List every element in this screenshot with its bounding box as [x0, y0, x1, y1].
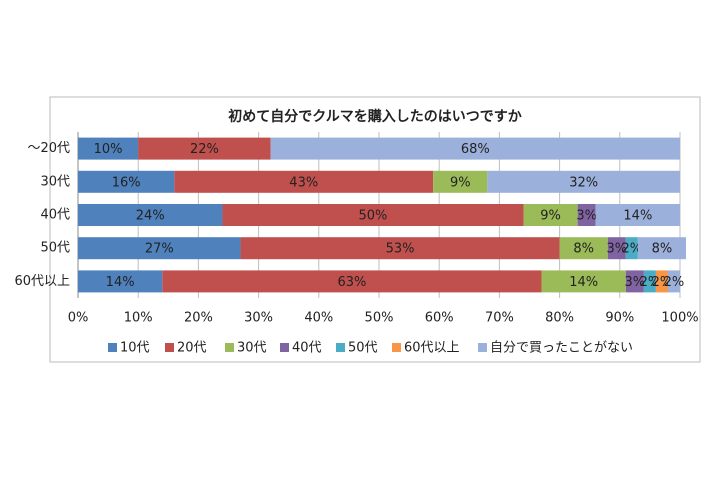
bar-segment	[595, 204, 680, 226]
bar-segment	[240, 237, 560, 260]
data-label: 3%	[606, 242, 627, 257]
x-tick-label: 90%	[605, 311, 634, 326]
data-label: 16%	[112, 175, 141, 190]
y-tick-label: 60代以上	[14, 274, 70, 289]
x-tick-label: 20%	[184, 311, 213, 326]
legend-swatch	[392, 343, 401, 352]
data-label: 63%	[337, 275, 366, 290]
data-label: 3%	[576, 209, 597, 224]
y-tick-label: 50代	[40, 241, 70, 256]
data-label: 22%	[190, 142, 219, 157]
data-label: 32%	[569, 175, 598, 190]
data-label: 24%	[136, 209, 165, 224]
bar-segment	[637, 237, 687, 260]
bar-segment	[655, 270, 668, 293]
bar-segment	[78, 137, 139, 160]
bar-segment	[643, 270, 656, 293]
bar-segment	[625, 270, 644, 293]
legend-label: 10代	[120, 341, 150, 356]
bar-segment	[487, 170, 680, 193]
legend-label: 40代	[292, 341, 322, 356]
data-label: 8%	[652, 242, 673, 257]
chart-title: 初めて自分でクルマを購入したのはいつですか	[228, 108, 522, 125]
x-tick-label: 70%	[485, 311, 514, 326]
legend-swatch	[165, 343, 174, 352]
x-tick-label: 40%	[304, 311, 333, 326]
data-label: 53%	[386, 242, 415, 257]
data-label: 9%	[540, 209, 561, 224]
data-label: 68%	[461, 142, 490, 157]
legend-label: 自分で買ったことがない	[490, 341, 633, 356]
bar-segment	[523, 204, 578, 226]
data-label: 50%	[359, 209, 388, 224]
data-label: 2%	[622, 242, 643, 257]
bar-segment	[222, 204, 524, 226]
legend-label: 60代以上	[404, 341, 460, 356]
x-tick-label: 50%	[365, 311, 394, 326]
x-tick-label: 60%	[425, 311, 454, 326]
legend-label: 50代	[348, 341, 378, 356]
bar-segment	[78, 237, 241, 260]
data-label: 2%	[652, 275, 673, 290]
data-label: 14%	[623, 209, 652, 224]
bar-segment	[78, 204, 223, 226]
data-label: 3%	[625, 275, 646, 290]
data-label: 8%	[573, 242, 594, 257]
x-tick-label: 100%	[661, 311, 698, 326]
bar-segment	[577, 204, 596, 226]
bar-segment	[78, 270, 163, 293]
bar-segment	[174, 170, 434, 193]
legend-swatch	[336, 343, 345, 352]
bar-segment	[625, 237, 638, 260]
bar-segment	[162, 270, 542, 293]
y-tick-label: ～20代	[27, 141, 70, 156]
y-tick-label: 30代	[40, 174, 70, 189]
bar-segment	[541, 270, 626, 293]
bar-segment	[559, 237, 608, 260]
bar-segment	[433, 170, 488, 193]
data-label: 2%	[664, 275, 685, 290]
legend-label: 20代	[177, 341, 207, 356]
y-tick-label: 40代	[40, 208, 70, 223]
bar-segment	[607, 237, 626, 260]
bar-segment	[78, 170, 175, 193]
x-tick-label: 30%	[244, 311, 273, 326]
legend-swatch	[225, 343, 234, 352]
bar-segment	[270, 137, 680, 160]
data-label: 14%	[569, 275, 598, 290]
data-label: 10%	[94, 142, 123, 157]
data-label: 27%	[145, 242, 174, 257]
x-tick-label: 80%	[545, 311, 574, 326]
legend-swatch	[478, 343, 487, 352]
data-label: 2%	[640, 275, 661, 290]
legend-label: 30代	[237, 341, 267, 356]
data-label: 43%	[289, 175, 318, 190]
legend-swatch	[108, 343, 117, 352]
data-label: 14%	[106, 275, 135, 290]
bar-segment	[138, 137, 271, 160]
data-label: 9%	[450, 175, 471, 190]
x-tick-label: 10%	[124, 311, 153, 326]
bar-segment	[667, 270, 680, 293]
x-tick-label: 0%	[68, 311, 89, 326]
legend-swatch	[280, 343, 289, 352]
